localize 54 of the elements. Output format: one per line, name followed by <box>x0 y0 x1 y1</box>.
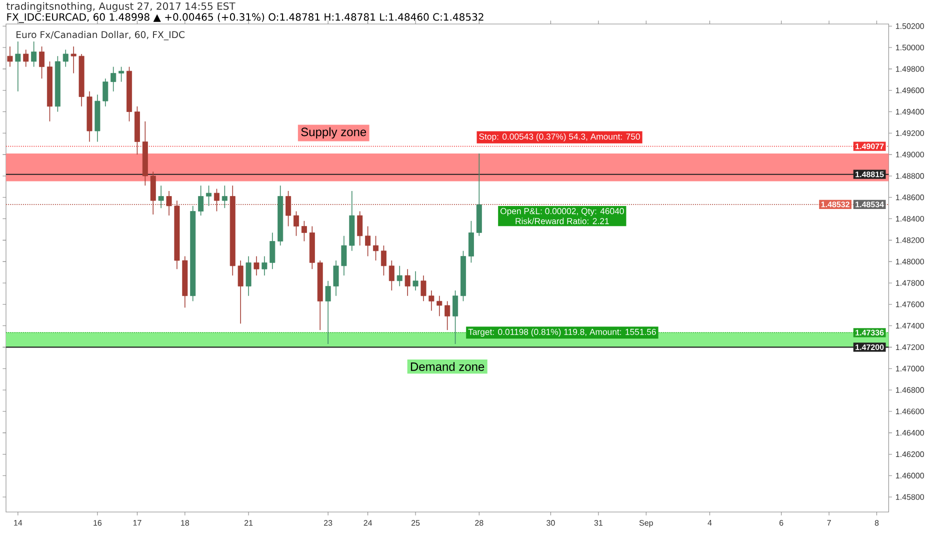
ref-line-label: 1.47200 <box>856 344 884 350</box>
y-tick-label: 1.47800 <box>896 280 924 286</box>
text: tradingitsnothing, August 27, 2017 14:55 EST <box>6 2 236 12</box>
y-tick-label: 1.46400 <box>896 430 924 436</box>
x-tick-label: 28 <box>475 520 484 526</box>
x-tick-label: 23 <box>324 520 332 526</box>
chart-subtitle: FX_IDC:EURCAD, 60 1.48998 ▲ +0.00465 (+0.31%) O:1.48781 H:1.48781 L:1.48460 C:1.48532 <box>7 13 484 23</box>
y-tick-label: 1.49600 <box>896 88 924 94</box>
annotation: Stop: 0.00543 (0.37%) 54.3, Amount: 750 <box>479 133 640 142</box>
y-tick-label: 1.48200 <box>896 237 924 244</box>
annotation: Target: 0.01198 (0.81%) 119.8, Amount: 1551.56 <box>468 328 656 337</box>
x-tick-label: 7 <box>827 520 831 526</box>
y-tick-label: 1.47400 <box>896 322 924 329</box>
y-tick-label: 1.48600 <box>896 194 924 200</box>
y-tick-label: 1.49400 <box>896 108 924 115</box>
x-tick-label: 6 <box>779 520 784 526</box>
ref-line-label: 1.49077 <box>856 143 884 150</box>
x-tick-label: 4 <box>708 520 712 526</box>
y-tick-label: 1.48000 <box>896 258 924 264</box>
x-tick-label: 14 <box>14 520 22 526</box>
y-tick-label: 1.48400 <box>896 216 924 222</box>
ref-line-label: 1.48534 <box>856 202 884 208</box>
y-tick-label: 1.47600 <box>896 302 924 308</box>
y-tick-label: 1.45800 <box>896 494 924 500</box>
y-tick-label: 1.50200 <box>896 23 924 29</box>
band-label: Demand zone <box>410 362 484 371</box>
x-tick-label: Sep <box>639 520 653 528</box>
x-tick-label: 16 <box>94 520 102 526</box>
y-tick-label: 1.46800 <box>896 387 924 393</box>
ref-line-label: 1.47336 <box>856 330 884 336</box>
x-tick-label: 18 <box>181 520 190 526</box>
x-tick-label: 25 <box>411 520 420 526</box>
y-tick-label: 1.46200 <box>896 451 924 458</box>
y-tick-label: 1.47200 <box>896 344 924 350</box>
x-tick-label: 17 <box>133 520 142 526</box>
x-tick-label: 30 <box>546 520 555 526</box>
x-tick-label: 8 <box>874 520 879 526</box>
y-tick-label: 1.47000 <box>896 366 924 372</box>
ref-line-label: 1.48815 <box>856 172 884 178</box>
y-tick-label: 1.48800 <box>896 173 924 179</box>
y-tick-label: 1.49000 <box>896 152 924 158</box>
ref-line-label: 1.48532 <box>821 202 850 208</box>
y-tick-label: 1.46600 <box>896 408 924 414</box>
x-tick-label: 31 <box>594 520 602 526</box>
y-tick-label: 1.46000 <box>896 472 924 478</box>
text: Euro Fx/Canadian Dollar, 60, FX_IDC <box>16 30 185 40</box>
x-tick-label: 24 <box>364 520 372 526</box>
y-tick-label: 1.49800 <box>896 66 924 72</box>
annotation: Open P&L: 0.00002, Qty: 46040 <box>500 208 624 216</box>
y-tick-label: 1.50000 <box>896 44 924 50</box>
band-label: Supply zone <box>301 127 366 139</box>
y-tick-label: 1.49200 <box>896 130 924 136</box>
annotation: Risk/Reward Ratio: 2.21 <box>516 218 609 224</box>
x-tick-label: 21 <box>244 520 253 526</box>
